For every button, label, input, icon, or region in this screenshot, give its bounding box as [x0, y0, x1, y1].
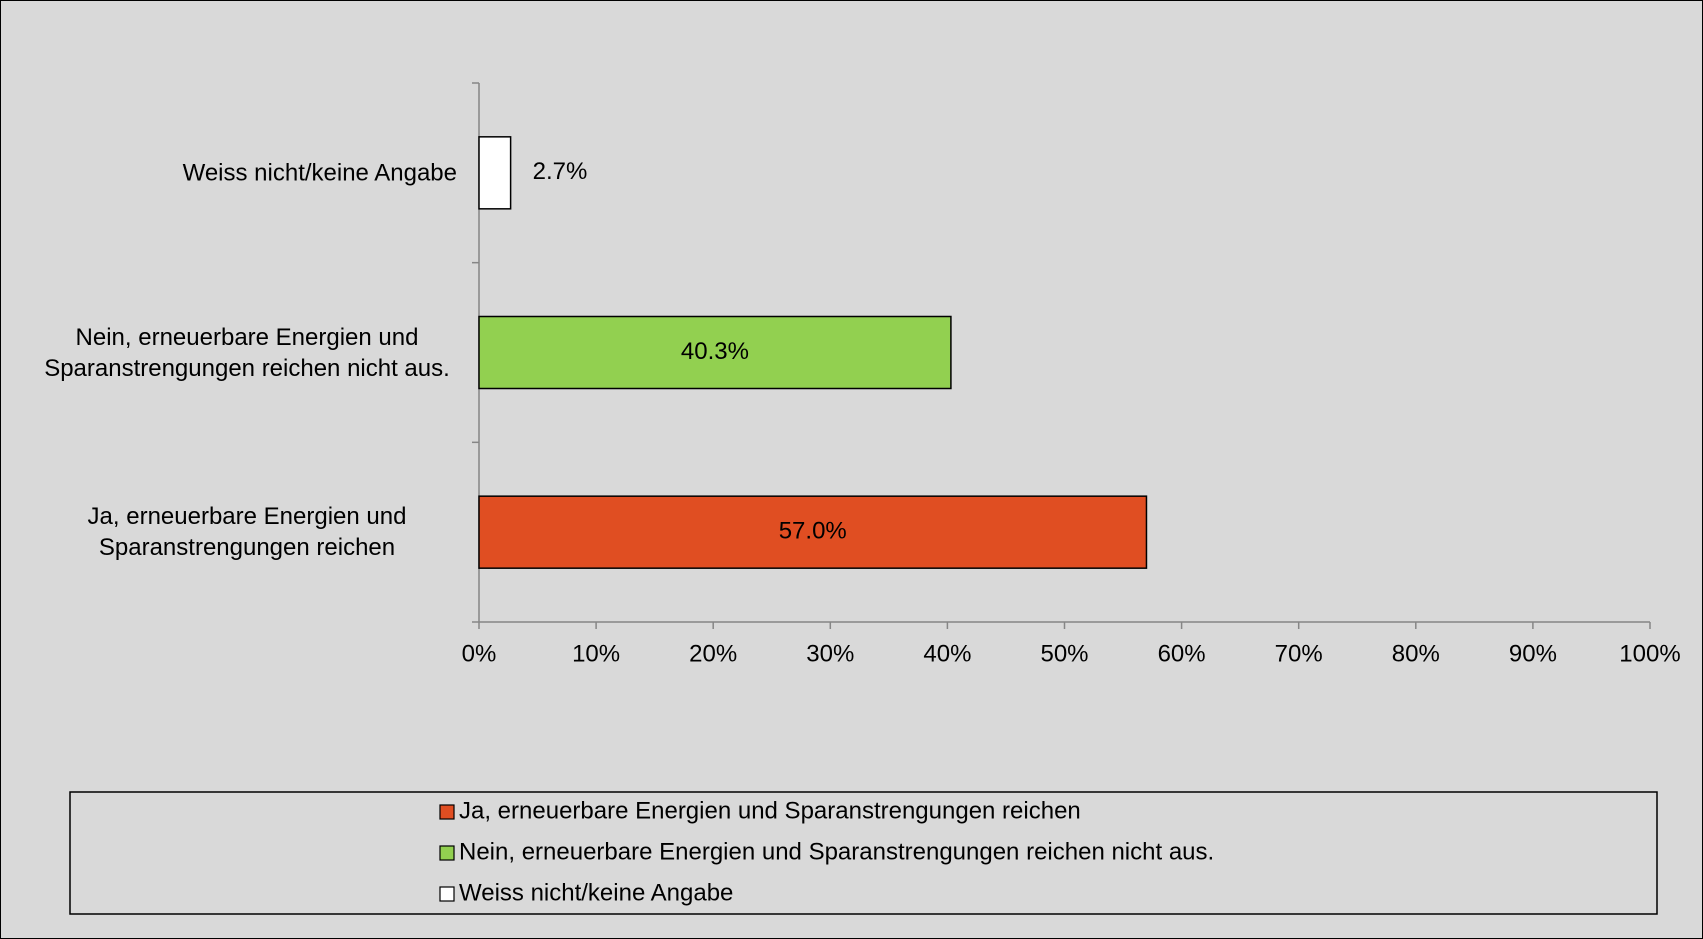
bar [478, 315, 952, 390]
y-tick-label: Weiss nicht/keine Angabe [182, 159, 457, 187]
legend-swatch [439, 886, 455, 902]
bar [478, 495, 1148, 569]
y-tick-label: Ja, erneuerbare Energien und Sparanstren… [87, 503, 407, 562]
x-tick-label: 50% [1040, 640, 1088, 667]
x-tick-label: 30% [806, 640, 854, 667]
legend-label: Ja, erneuerbare Energien und Sparanstren… [459, 797, 1081, 824]
x-tick-label: 80% [1392, 640, 1440, 667]
x-tick-label: 0% [462, 640, 497, 667]
x-tick-label: 100% [1619, 640, 1680, 667]
x-tick-label: 10% [572, 640, 620, 667]
value-label: 57.0% [779, 518, 847, 545]
legend-label: Weiss nicht/keine Angabe [459, 879, 733, 906]
legend-swatch [439, 845, 455, 861]
x-tick-label: 60% [1158, 640, 1206, 667]
x-tick-label: 40% [923, 640, 971, 667]
value-label: 2.7% [533, 158, 588, 185]
legend-swatch [439, 804, 455, 820]
x-tick-label: 70% [1275, 640, 1323, 667]
x-tick-label: 90% [1509, 640, 1557, 667]
y-tick-label: Nein, erneuerbare Energien und Sparanstr… [44, 323, 450, 382]
legend-box [69, 791, 1658, 915]
bar [478, 136, 512, 210]
x-tick-label: 20% [689, 640, 737, 667]
legend-label: Nein, erneuerbare Energien und Sparanstr… [459, 838, 1214, 865]
value-label: 40.3% [681, 338, 749, 365]
